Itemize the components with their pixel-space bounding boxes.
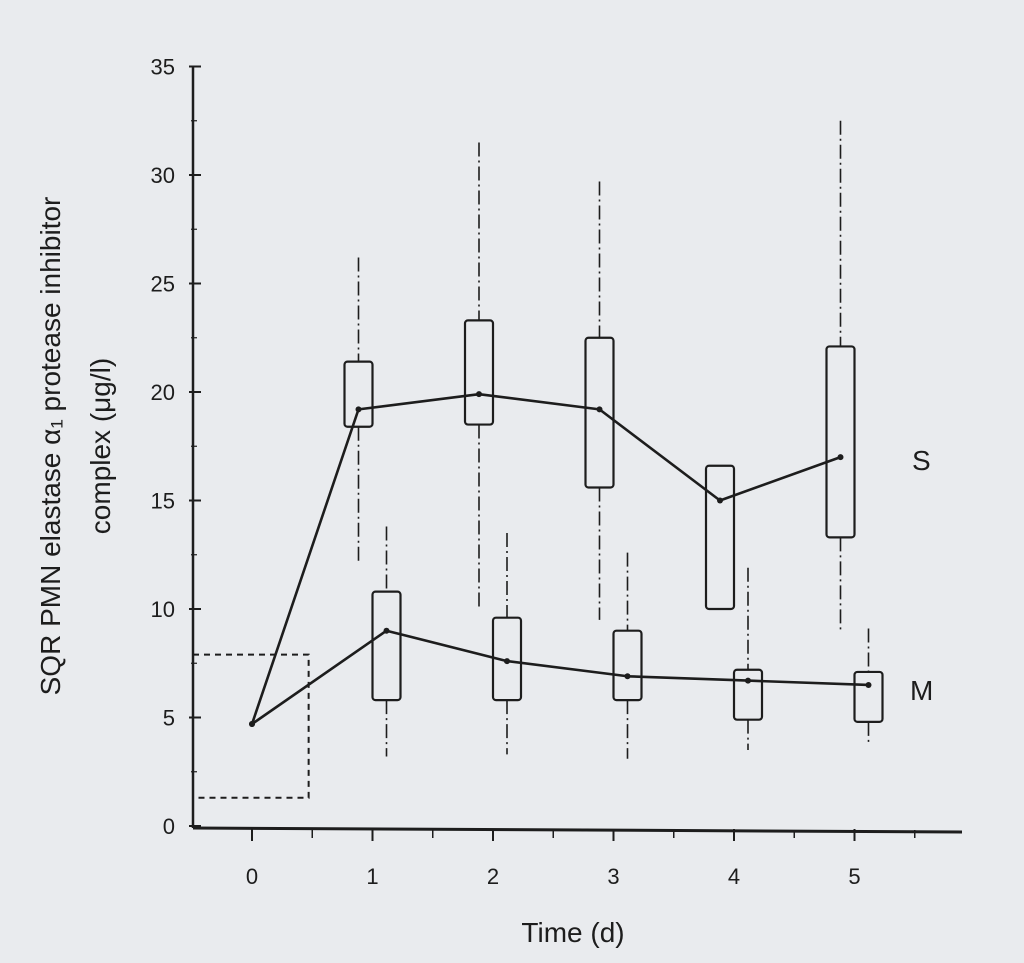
y-tick-label-5: 5: [163, 706, 175, 731]
median-point-s-day5: [837, 454, 844, 461]
x-tick-label-3: 3: [607, 864, 619, 889]
box-m-day3: [612, 629, 643, 702]
reference-range-rect: [192, 653, 310, 799]
y-tick-label-0: 0: [163, 814, 175, 839]
median-point-m-day4: [745, 677, 751, 684]
x-tick-label-0: 0: [246, 864, 258, 889]
series-label-s: S: [912, 445, 931, 476]
y-tick-label-20: 20: [151, 380, 175, 405]
median-point-s-day3: [596, 406, 603, 413]
axes-layer: 0 5 10 15 20 25 30 35 0 1 2 3 4 5: [151, 55, 963, 889]
x-tick-label-2: 2: [487, 864, 499, 889]
box-m-day2: [491, 616, 523, 702]
median-point-m-day0: [249, 721, 255, 728]
y-tick-label-10: 10: [151, 597, 175, 622]
y-tick-label-25: 25: [151, 272, 175, 297]
reference-range-layer: [192, 653, 310, 799]
x-tick-label-5: 5: [848, 864, 860, 889]
box-s-day2: [463, 319, 495, 426]
median-point-m-day2: [504, 658, 510, 665]
median-point-s-day2: [476, 391, 482, 398]
median-line-m: [251, 629, 869, 726]
whisker-layer: [357, 120, 870, 759]
box-s-day4: [704, 464, 736, 611]
box-s-day5: [825, 345, 856, 539]
x-tick-label-1: 1: [366, 864, 378, 889]
box-m-day4: [732, 668, 764, 721]
x-axis-title: Time (d): [521, 917, 624, 948]
y-tick-label-35: 35: [151, 55, 175, 80]
median-point-m-day3: [624, 673, 631, 680]
label-layer: Time (d) SQR PMN elastase α₁ protease in…: [35, 197, 933, 948]
median-line-layer: [249, 391, 872, 728]
median-point-s-day4: [717, 497, 723, 504]
y-tick-label-30: 30: [151, 163, 175, 188]
box-m-day5: [853, 670, 884, 723]
box-s-day3: [584, 336, 615, 489]
y-tick-label-15: 15: [151, 489, 175, 514]
box-s-day1: [343, 360, 374, 428]
y-axis-title-line-1: SQR PMN elastase α₁ protease inhibitor: [35, 197, 66, 696]
median-point-m-day5: [865, 681, 872, 688]
box-layer: [343, 319, 884, 723]
x-tick-label-4: 4: [728, 864, 740, 889]
box-m-day1: [371, 590, 402, 702]
median-point-s-day1: [355, 406, 362, 413]
y-axis-title-line-2: complex (μg/l): [85, 358, 116, 534]
median-line-s: [250, 392, 841, 725]
median-point-m-day1: [383, 627, 390, 634]
x-axis-line: [192, 826, 963, 834]
series-label-m: M: [910, 675, 933, 706]
